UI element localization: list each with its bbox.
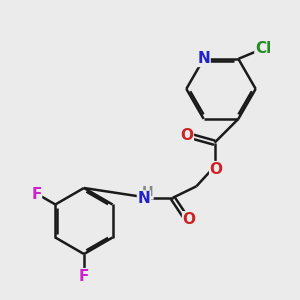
Text: O: O <box>183 212 196 227</box>
Text: F: F <box>79 269 89 284</box>
Text: H: H <box>141 185 153 199</box>
Text: N: N <box>137 191 150 206</box>
Text: N: N <box>197 51 210 66</box>
Text: O: O <box>180 128 193 143</box>
Text: F: F <box>31 187 41 202</box>
Text: O: O <box>210 162 223 177</box>
Text: Cl: Cl <box>255 41 271 56</box>
